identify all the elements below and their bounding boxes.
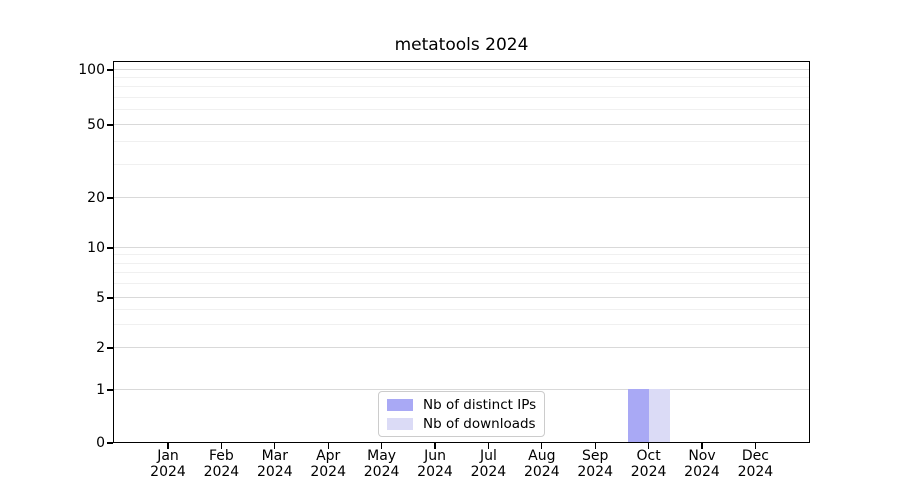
x-tick-label: Jan 2024 <box>132 448 204 480</box>
x-axis-tick <box>648 443 650 449</box>
x-tick-year: 2024 <box>417 464 453 480</box>
legend: Nb of distinct IPs Nb of downloads <box>378 391 545 437</box>
x-tick-year: 2024 <box>737 464 774 480</box>
x-tick-label: Sep 2024 <box>559 448 631 480</box>
x-tick-year: 2024 <box>523 464 560 480</box>
x-axis-tick <box>701 443 703 449</box>
x-tick-label: Oct 2024 <box>613 448 685 480</box>
x-tick-label: Aug 2024 <box>506 448 578 480</box>
x-tick-year: 2024 <box>577 464 613 480</box>
x-tick-month: Feb <box>208 448 234 464</box>
y-tick-label: 0 <box>96 434 105 451</box>
x-axis-tick <box>220 443 222 449</box>
gridline-minor <box>114 254 809 256</box>
x-tick-month: Jul <box>479 448 497 464</box>
x-tick-year: 2024 <box>203 464 240 480</box>
bar-downloads <box>648 389 670 442</box>
gridline-minor <box>114 283 809 285</box>
bar-distinct-ips <box>627 389 649 442</box>
y-tick-label: 5 <box>96 289 105 306</box>
y-tick-label: 10 <box>87 239 105 256</box>
gridline-minor <box>114 109 809 111</box>
x-tick-month: Sep <box>581 448 609 464</box>
legend-label-distinct-ips: Nb of distinct IPs <box>423 397 537 413</box>
legend-label-downloads: Nb of downloads <box>423 416 536 432</box>
x-axis-tick <box>167 443 169 449</box>
x-axis-tick <box>754 443 756 449</box>
x-tick-year: 2024 <box>630 464 667 480</box>
y-axis-tick <box>107 69 113 71</box>
y-tick-label: 2 <box>96 339 105 356</box>
x-axis-tick <box>594 443 596 449</box>
gridline-major <box>114 68 809 70</box>
legend-swatch-distinct-ips <box>387 399 413 411</box>
legend-swatch-downloads <box>387 418 413 430</box>
x-tick-label: Apr 2024 <box>292 448 364 480</box>
gridline-minor <box>114 308 809 310</box>
x-axis-tick <box>381 443 383 449</box>
gridline-minor <box>114 262 809 264</box>
y-axis-tick <box>107 442 113 444</box>
x-tick-year: 2024 <box>310 464 346 480</box>
x-tick-label: Dec 2024 <box>719 448 791 480</box>
x-tick-year: 2024 <box>684 464 720 480</box>
plot-area <box>113 61 810 443</box>
x-tick-year: 2024 <box>256 464 293 480</box>
x-tick-month: May <box>367 448 397 464</box>
x-tick-label: Nov 2024 <box>666 448 738 480</box>
legend-item-distinct-ips: Nb of distinct IPs <box>387 397 536 413</box>
x-tick-month: Jun <box>424 448 446 464</box>
gridline-major <box>114 246 809 248</box>
chart-title: metatools 2024 <box>394 35 529 55</box>
gridline-minor <box>114 164 809 166</box>
y-axis-tick <box>107 247 113 249</box>
x-axis-tick <box>541 443 543 449</box>
x-tick-month: Mar <box>261 448 288 464</box>
gridline-minor <box>114 324 809 326</box>
x-tick-year: 2024 <box>363 464 400 480</box>
x-tick-label: May 2024 <box>346 448 418 480</box>
y-axis-tick <box>107 124 113 126</box>
x-tick-label: Mar 2024 <box>239 448 311 480</box>
gridline-minor <box>114 86 809 88</box>
x-tick-year: 2024 <box>150 464 186 480</box>
x-tick-month: Oct <box>636 448 661 464</box>
y-axis-tick <box>107 347 113 349</box>
gridline-major <box>114 196 809 198</box>
gridline-major <box>114 296 809 298</box>
gridline-minor <box>114 272 809 274</box>
x-tick-month: Aug <box>528 448 556 464</box>
y-tick-label: 50 <box>87 116 105 133</box>
x-tick-label: Feb 2024 <box>185 448 257 480</box>
x-tick-month: Apr <box>316 448 341 464</box>
x-axis-tick <box>434 443 436 449</box>
x-tick-year: 2024 <box>470 464 507 480</box>
x-tick-month: Nov <box>688 448 716 464</box>
y-axis-tick <box>107 389 113 391</box>
legend-item-downloads: Nb of downloads <box>387 416 536 432</box>
y-axis-tick <box>107 297 113 299</box>
y-tick-label: 20 <box>87 189 105 206</box>
gridline-major <box>114 123 809 125</box>
gridline-major <box>114 346 809 348</box>
y-tick-label: 100 <box>78 61 105 78</box>
x-axis-tick <box>327 443 329 449</box>
x-tick-label: Jul 2024 <box>452 448 524 480</box>
x-tick-month: Dec <box>741 448 769 464</box>
gridline-minor <box>114 76 809 78</box>
y-axis-tick <box>107 197 113 199</box>
x-axis-tick <box>274 443 276 449</box>
x-axis-tick <box>487 443 489 449</box>
gridline-minor <box>114 141 809 143</box>
gridline-major <box>114 388 809 390</box>
x-tick-label: Jun 2024 <box>399 448 471 480</box>
y-tick-label: 1 <box>96 381 105 398</box>
x-tick-month: Jan <box>157 448 179 464</box>
gridline-minor <box>114 96 809 98</box>
